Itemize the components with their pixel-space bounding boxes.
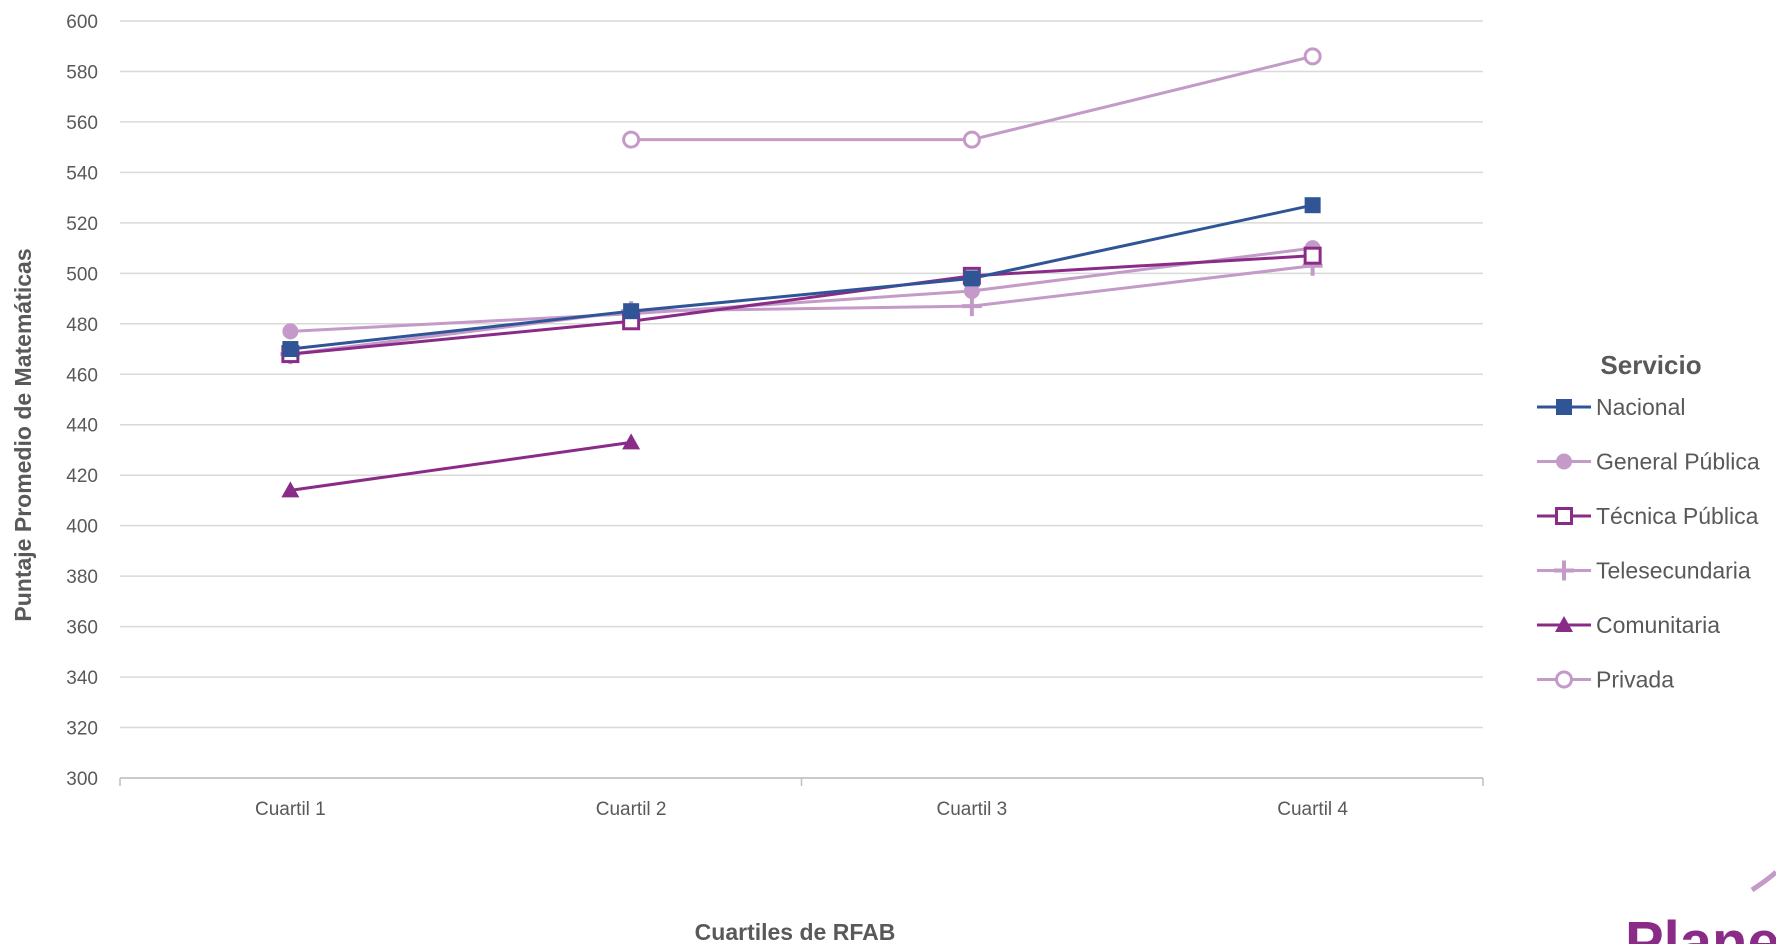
y-tick-label: 420 [66, 466, 98, 487]
y-axis-ticks: 300 320 340 360 380 400 420 440 460 480 500 520 540 5… [66, 12, 98, 790]
legend-label: Privada [1596, 667, 1674, 693]
series-line [290, 440, 632, 492]
series-lines [280, 47, 1323, 498]
data-point [1303, 47, 1322, 66]
series-5 [622, 47, 1322, 149]
y-tick-label: 300 [66, 769, 98, 790]
legend-item: Comunitaria [1537, 612, 1720, 638]
data-point [282, 323, 299, 340]
data-point [1555, 507, 1573, 525]
legend-label: Telesecundaria [1596, 558, 1751, 584]
y-tick-label: 400 [66, 517, 98, 538]
data-point [1303, 246, 1322, 265]
x-tick-label: Cuartil 4 [1277, 799, 1348, 820]
legend-label: Comunitaria [1596, 612, 1720, 638]
legend-label: Nacional [1596, 394, 1686, 420]
x-tick-label: Cuartil 3 [937, 799, 1008, 820]
series-line [290, 203, 1313, 351]
legend-label: General Pública [1596, 449, 1760, 475]
data-point [1556, 453, 1572, 470]
legend-item: Privada [1537, 667, 1674, 693]
data-point [282, 341, 299, 358]
data-point [622, 433, 641, 450]
y-tick-label: 480 [66, 315, 98, 336]
legend-item: General Pública [1537, 449, 1760, 475]
legend-item: Nacional [1537, 394, 1686, 420]
legend-label: Técnica Pública [1596, 503, 1759, 529]
series-0 [282, 197, 1321, 358]
series-line [631, 54, 1313, 142]
data-point [1556, 399, 1572, 415]
series-2 [281, 246, 1322, 364]
data-point [1304, 197, 1321, 214]
y-tick-label: 580 [66, 62, 98, 83]
y-tick-label: 540 [66, 163, 98, 184]
y-tick-label: 600 [66, 12, 98, 33]
logo-text: Planea [1625, 910, 1776, 944]
data-point [963, 270, 980, 287]
series-4 [281, 433, 641, 498]
series-line [290, 264, 1313, 356]
data-point [622, 130, 641, 149]
y-tick-label: 560 [66, 113, 98, 134]
y-tick-label: 460 [66, 365, 98, 386]
series-line [290, 246, 1313, 333]
y-tick-label: 500 [66, 264, 98, 285]
data-point [281, 481, 300, 498]
data-point [961, 296, 982, 317]
y-axis-title: Puntaje Promedio de Matemáticas [10, 248, 36, 621]
planea-logo: Planea [1625, 870, 1776, 944]
legend-item: Telesecundaria [1537, 558, 1751, 584]
data-point [962, 130, 981, 149]
legend-title: Servicio [1600, 350, 1701, 380]
data-point [963, 282, 980, 299]
y-tick-label: 380 [66, 567, 98, 588]
x-tick-label: Cuartil 1 [255, 799, 326, 820]
data-point [1555, 616, 1573, 632]
x-axis: Cuartil 1 Cuartil 2 Cuartil 3 Cuartil 4 [119, 777, 1484, 820]
y-tick-label: 520 [66, 214, 98, 235]
data-point [623, 303, 640, 320]
x-tick-label: Cuartil 2 [596, 799, 667, 820]
logo-swoosh-icon [1750, 870, 1776, 893]
y-tick-label: 440 [66, 416, 98, 437]
x-axis-title: Cuartiles de RFAB [695, 919, 896, 944]
series-3 [280, 255, 1323, 365]
gridlines [120, 20, 1483, 779]
series-line [290, 254, 1313, 356]
y-tick-label: 340 [66, 668, 98, 689]
legend: Servicio Nacional General Pública Técnica … [1537, 350, 1760, 693]
y-tick-label: 320 [66, 719, 98, 740]
legend-item: Técnica Pública [1537, 503, 1759, 529]
y-tick-label: 360 [66, 618, 98, 639]
data-point [1554, 560, 1574, 581]
data-point [1555, 670, 1573, 689]
